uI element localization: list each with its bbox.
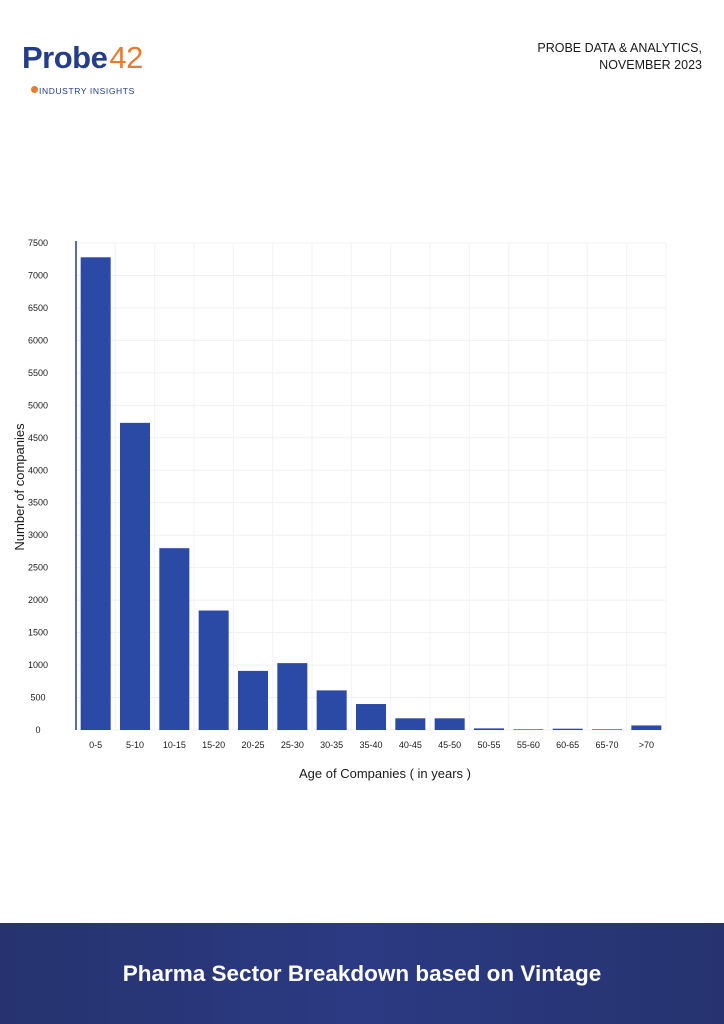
chart-bars [80, 257, 662, 730]
x-tick-label: 10-15 [163, 740, 186, 750]
report-header: PROBE DATA & ANALYTICS, NOVEMBER 2023 [537, 40, 702, 74]
logo-number: 42 [109, 40, 143, 75]
probe42-logo: Probe42 INDUSTRY INSIGHTS [22, 38, 172, 98]
y-tick-label: 5500 [28, 368, 48, 378]
x-tick-label: 0-5 [89, 740, 102, 750]
x-tick-label: 5-10 [126, 740, 144, 750]
logo-wordmark: Probe42 [22, 38, 143, 78]
bar [120, 422, 150, 730]
bar-chart: 0 500 1000 1500 2000 2500 3000 3500 4000 4500 5000… [12, 238, 667, 781]
y-tick-label: 500 [30, 693, 45, 703]
bar [552, 728, 583, 730]
x-tick-labels: 0-5 5-10 10-15 15-20 20-25 25-30 30-35 35-40 40-… [89, 740, 654, 750]
y-tick-label: 4500 [28, 433, 48, 443]
bar [631, 725, 662, 730]
footer-title: Pharma Sector Breakdown based on Vintage [122, 960, 602, 986]
y-tick-label: 7000 [28, 270, 48, 280]
bar [159, 548, 190, 730]
footer-banner: Pharma Sector Breakdown based on Vintage [0, 923, 724, 1024]
bar [434, 718, 465, 730]
logo-tagline: INDUSTRY INSIGHTS [39, 86, 135, 96]
x-tick-label: 40-45 [399, 740, 422, 750]
bar [395, 718, 426, 730]
report-header-line2: NOVEMBER 2023 [599, 58, 702, 72]
y-tick-label: 5000 [28, 400, 48, 410]
y-tick-label: 0 [35, 725, 40, 735]
x-tick-label: 20-25 [241, 740, 264, 750]
y-axis-title: Number of companies [12, 423, 27, 551]
bar [80, 257, 111, 730]
x-tick-label: 45-50 [438, 740, 461, 750]
x-tick-label: >70 [639, 740, 654, 750]
bar [198, 610, 229, 730]
bar [592, 729, 622, 730]
bar [356, 704, 386, 730]
y-tick-label: 1500 [28, 628, 48, 638]
x-axis-title: Age of Companies ( in years ) [299, 766, 471, 781]
x-tick-label: 25-30 [281, 740, 304, 750]
bar [474, 728, 504, 730]
bar [277, 663, 308, 730]
x-tick-label: 55-60 [517, 740, 540, 750]
bar [238, 670, 268, 730]
x-tick-label: 65-70 [595, 740, 618, 750]
y-tick-label: 1000 [28, 660, 48, 670]
y-tick-label: 2000 [28, 595, 48, 605]
y-tick-label: 4000 [28, 465, 48, 475]
x-tick-label: 50-55 [477, 740, 500, 750]
x-tick-label: 30-35 [320, 740, 343, 750]
x-tick-label: 60-65 [556, 740, 579, 750]
y-tick-label: 2500 [28, 563, 48, 573]
logo-dot-icon [31, 86, 38, 93]
y-tick-label: 3500 [28, 498, 48, 508]
x-tick-label: 35-40 [359, 740, 382, 750]
y-tick-labels: 0 500 1000 1500 2000 2500 3000 3500 4000 4500 5000… [28, 238, 48, 735]
y-tick-label: 6000 [28, 335, 48, 345]
report-header-line1: PROBE DATA & ANALYTICS, [537, 41, 702, 55]
logo-text: Probe [22, 40, 108, 75]
bar [316, 690, 347, 730]
y-tick-label: 3000 [28, 530, 48, 540]
y-tick-label: 7500 [28, 238, 48, 248]
bar [513, 729, 544, 730]
y-tick-label: 6500 [28, 303, 48, 313]
x-tick-label: 15-20 [202, 740, 225, 750]
